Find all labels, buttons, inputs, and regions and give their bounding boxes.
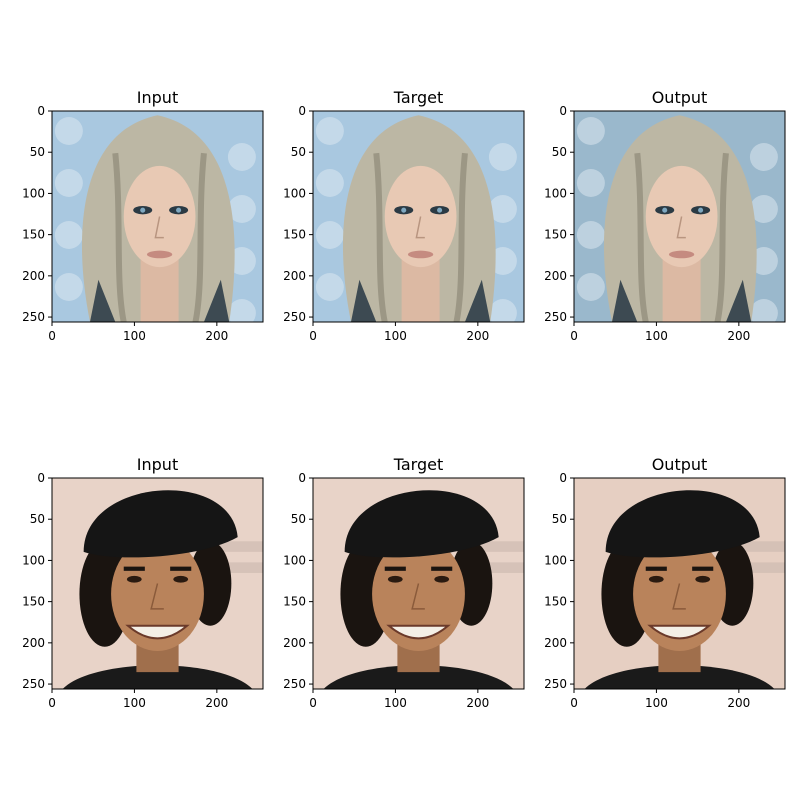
photo	[52, 478, 263, 689]
panel-title: Input	[137, 455, 178, 474]
panel-title: Output	[652, 455, 708, 474]
y-tick-label: 250	[22, 310, 45, 324]
axes-frame	[312, 110, 525, 323]
y-tick-label: 50	[552, 512, 567, 526]
y-tick-label: 200	[283, 269, 306, 283]
y-tick-label: 100	[283, 553, 306, 567]
x-tick-label: 100	[645, 696, 668, 710]
photo	[313, 111, 524, 322]
y-tick-label: 200	[22, 269, 45, 283]
y-tick-label: 50	[552, 145, 567, 159]
y-tick-label: 50	[30, 145, 45, 159]
y-tick-label: 250	[283, 677, 306, 691]
panel-title: Target	[393, 455, 444, 474]
y-tick-label: 0	[298, 471, 306, 485]
y-tick-label: 50	[291, 145, 306, 159]
panel-title: Input	[137, 88, 178, 107]
y-tick-label: 150	[22, 595, 45, 609]
x-tick-label: 0	[48, 696, 56, 710]
x-tick-label: 0	[48, 329, 56, 343]
x-tick-label: 200	[466, 696, 489, 710]
y-tick-label: 200	[22, 636, 45, 650]
y-tick-label: 0	[37, 471, 45, 485]
y-tick-label: 100	[22, 186, 45, 200]
x-tick-label: 200	[727, 329, 750, 343]
y-tick-label: 0	[298, 104, 306, 118]
axes-frame	[51, 477, 264, 690]
y-tick-label: 250	[22, 677, 45, 691]
y-tick-label: 150	[544, 228, 567, 242]
x-tick-label: 100	[384, 696, 407, 710]
y-tick-label: 150	[22, 228, 45, 242]
y-tick-label: 250	[544, 677, 567, 691]
x-tick-label: 200	[727, 696, 750, 710]
x-tick-label: 200	[205, 329, 228, 343]
y-tick-label: 150	[283, 595, 306, 609]
axes-frame	[312, 477, 525, 690]
y-tick-label: 150	[283, 228, 306, 242]
y-tick-label: 100	[22, 553, 45, 567]
x-tick-label: 0	[309, 696, 317, 710]
y-tick-label: 250	[283, 310, 306, 324]
axes-frame	[573, 477, 786, 690]
y-tick-label: 0	[559, 104, 567, 118]
x-tick-label: 0	[309, 329, 317, 343]
x-tick-label: 100	[123, 696, 146, 710]
y-tick-label: 150	[544, 595, 567, 609]
y-tick-label: 200	[283, 636, 306, 650]
x-tick-label: 100	[384, 329, 407, 343]
y-tick-label: 100	[544, 553, 567, 567]
x-tick-label: 100	[123, 329, 146, 343]
axes-frame	[51, 110, 264, 323]
y-tick-label: 100	[283, 186, 306, 200]
y-tick-label: 100	[544, 186, 567, 200]
x-tick-label: 0	[570, 329, 578, 343]
y-tick-label: 250	[544, 310, 567, 324]
panel-title: Target	[393, 88, 444, 107]
photo	[313, 478, 524, 689]
x-tick-label: 0	[570, 696, 578, 710]
y-tick-label: 50	[291, 512, 306, 526]
panel-title: Output	[652, 88, 708, 107]
y-tick-label: 200	[544, 269, 567, 283]
y-tick-label: 0	[559, 471, 567, 485]
y-tick-label: 200	[544, 636, 567, 650]
photo	[574, 478, 785, 689]
x-tick-label: 200	[466, 329, 489, 343]
x-tick-label: 100	[645, 329, 668, 343]
photo	[52, 111, 263, 322]
axes-frame	[573, 110, 786, 323]
y-tick-label: 50	[30, 512, 45, 526]
y-tick-label: 0	[37, 104, 45, 118]
photo	[574, 111, 785, 322]
x-tick-label: 200	[205, 696, 228, 710]
